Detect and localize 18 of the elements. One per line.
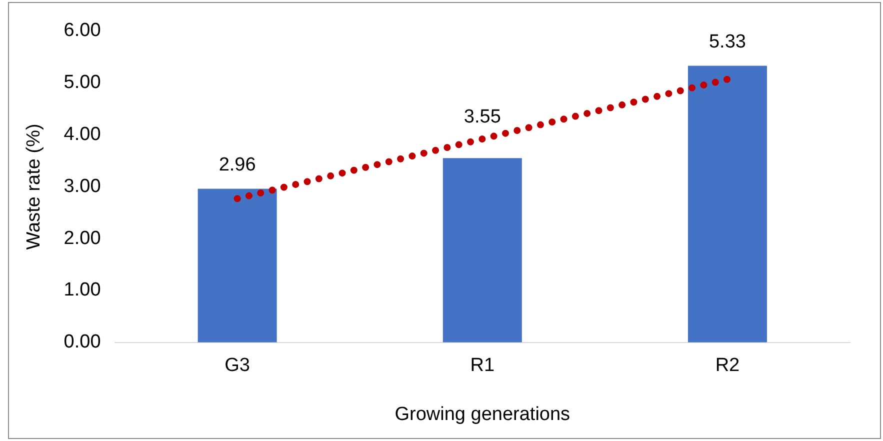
data-label: 5.33 xyxy=(708,32,746,53)
y-tick-label: 1.00 xyxy=(64,280,101,301)
bar xyxy=(688,66,767,342)
y-tick-label: 0.00 xyxy=(64,332,101,353)
bar xyxy=(442,158,522,342)
y-tick-label: 4.00 xyxy=(64,124,101,146)
data-label: 3.55 xyxy=(464,106,501,128)
bar xyxy=(198,188,277,342)
y-axis-title: Waste rate (%) xyxy=(24,124,45,250)
x-tick-label: G3 xyxy=(224,355,250,376)
y-tick-label: 2.00 xyxy=(64,228,101,249)
y-tick-label: 3.00 xyxy=(64,176,101,197)
x-tick-label: R2 xyxy=(715,355,740,376)
y-tick-label: 6.00 xyxy=(64,20,101,42)
y-tick-label: 5.00 xyxy=(64,72,101,94)
x-axis-title: Growing generations xyxy=(394,404,570,425)
data-label: 2.96 xyxy=(218,154,256,176)
x-tick-label: R1 xyxy=(470,355,495,376)
